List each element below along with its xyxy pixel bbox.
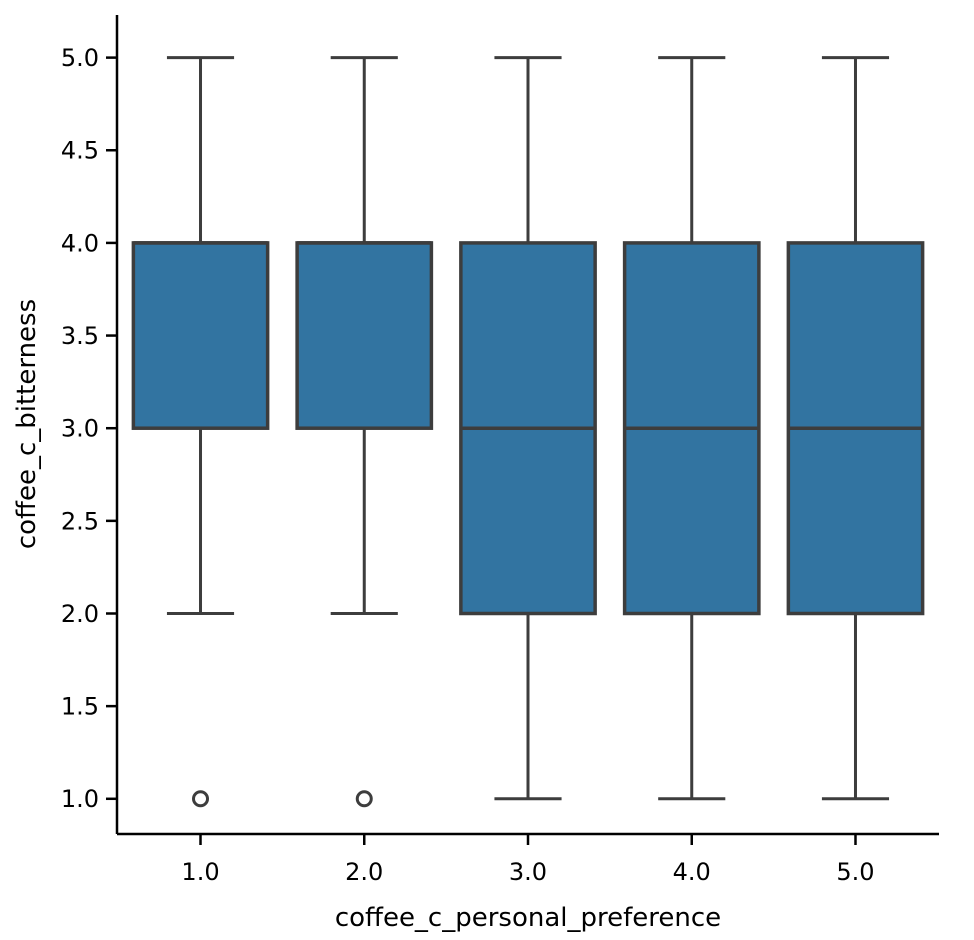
y-tick-label: 1.0 [61,785,99,813]
y-axis-label: coffee_c_bitterness [12,298,42,550]
y-tick-label: 3.0 [61,415,99,443]
x-tick-label: 4.0 [673,858,711,886]
x-tick-label: 5.0 [836,858,874,886]
x-axis-label: coffee_c_personal_preference [334,903,722,933]
box [295,241,434,430]
y-tick-label: 4.5 [61,137,99,165]
outlier-point [355,790,373,808]
x-tick-label: 3.0 [509,858,547,886]
x-tick-label: 1.0 [181,858,219,886]
y-tick-label: 2.0 [61,600,99,628]
y-tick-label: 5.0 [61,44,99,72]
x-tick-label: 2.0 [345,858,383,886]
y-tick-label: 1.5 [61,693,99,721]
y-tick-label: 4.0 [61,229,99,257]
outlier-point [192,790,210,808]
box [131,241,270,430]
y-tick-label: 2.5 [61,507,99,535]
y-tick-label: 3.5 [61,322,99,350]
